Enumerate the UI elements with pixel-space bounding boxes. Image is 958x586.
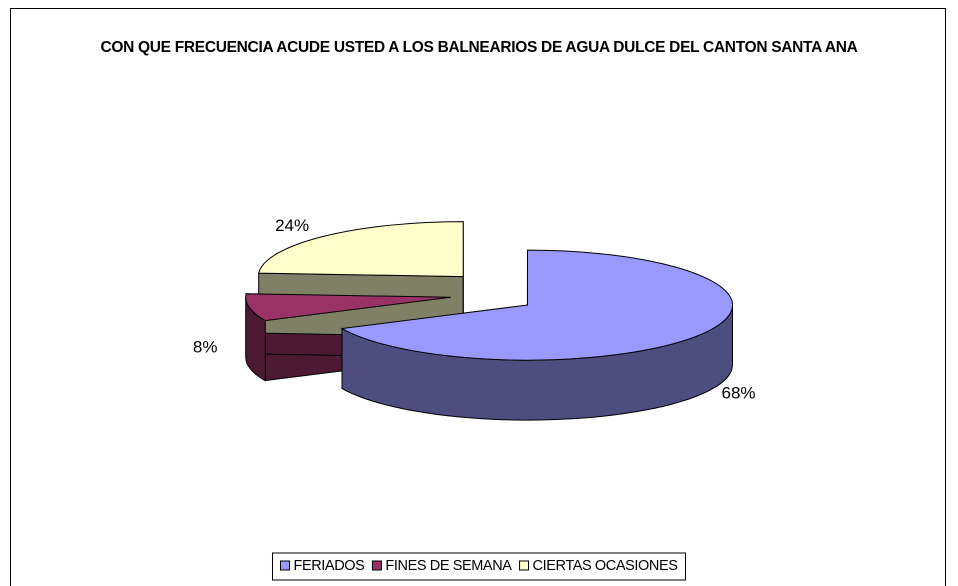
- data-label: 24%: [275, 216, 309, 235]
- legend-marker: [371, 560, 382, 571]
- legend-label: CIERTAS OCASIONES: [533, 558, 678, 574]
- legend-marker: [519, 560, 530, 571]
- slice: [245, 293, 451, 322]
- legend-label: FINES DE SEMANA: [385, 558, 512, 574]
- legend-label: FERIADOS: [293, 558, 364, 574]
- data-label: 68%: [722, 384, 756, 403]
- legend-box: [271, 552, 687, 581]
- legend-marker: [279, 560, 290, 571]
- chart-frame: [10, 8, 946, 586]
- legend: FERIADOS FINES DE SEMANA CIERTAS OCASIONES: [271, 552, 687, 581]
- data-label: 8%: [193, 337, 218, 356]
- chart-title: CON QUE FRECUENCIA ACUDE USTED A LOS BAL…: [100, 39, 858, 56]
- slice: [258, 221, 464, 278]
- slice: [340, 249, 734, 361]
